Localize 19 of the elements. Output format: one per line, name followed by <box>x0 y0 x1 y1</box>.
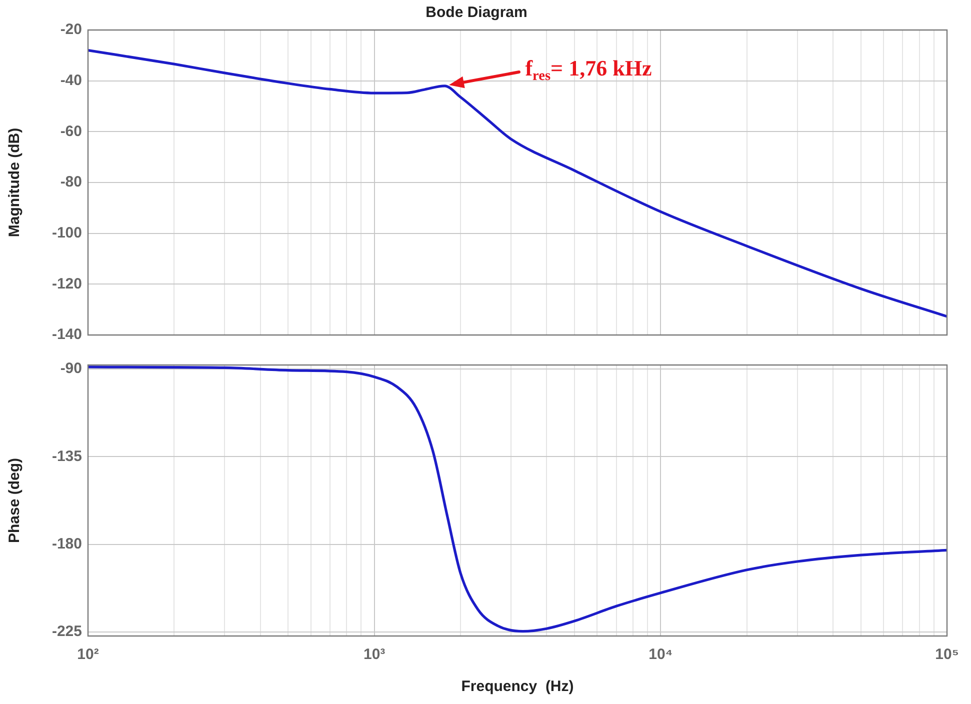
y-tick-label: -60 <box>60 122 82 140</box>
y-tick-label: -140 <box>52 326 82 344</box>
x-tick-label: 10² <box>77 646 99 664</box>
y-axis-title: Phase (deg) <box>6 458 24 544</box>
y-tick-label: -135 <box>52 448 82 465</box>
y-tick-label: -40 <box>60 72 82 89</box>
y-axis-title: Magnitude (dB) <box>6 128 24 238</box>
y-tick-label: -100 <box>52 224 82 242</box>
x-axis-title: Frequency (Hz) <box>461 678 574 696</box>
y-tick-label: -120 <box>52 275 82 292</box>
y-tick-label: -80 <box>60 174 82 191</box>
y-tick-label: -225 <box>52 623 82 640</box>
x-tick-label: 10⁴ <box>648 646 673 664</box>
y-tick-label: -90 <box>60 360 82 378</box>
y-tick-label: -20 <box>60 21 82 38</box>
x-tick-label: 10⁵ <box>935 646 959 664</box>
y-tick-label: -180 <box>52 536 82 553</box>
chart-title: Bode Diagram <box>426 4 528 22</box>
x-tick-label: 10³ <box>363 646 386 664</box>
